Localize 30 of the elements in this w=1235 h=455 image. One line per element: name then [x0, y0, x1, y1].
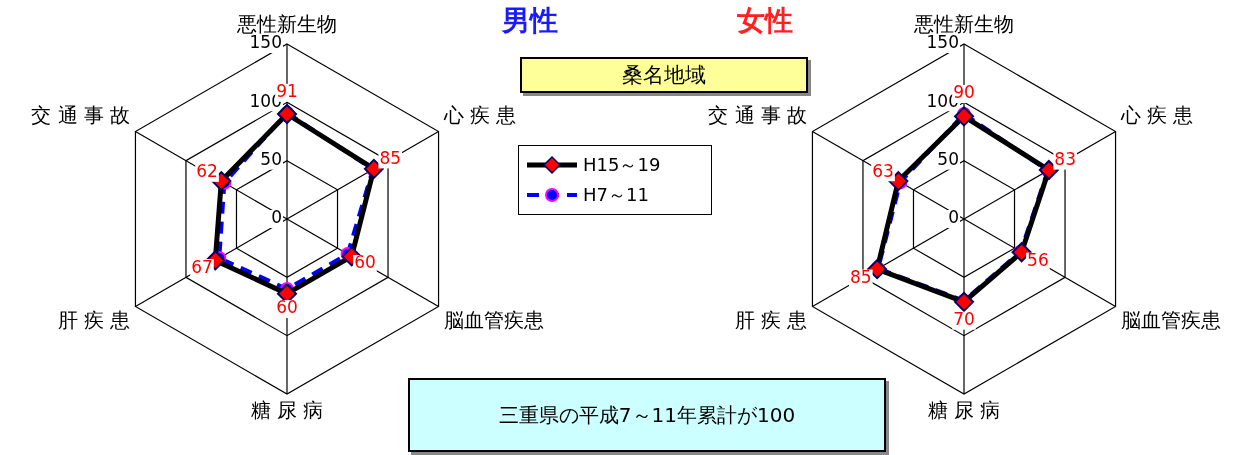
text: 桑名地域 — [520, 57, 808, 93]
data-label: 85 — [849, 267, 872, 288]
y-tick-label: 0 — [948, 207, 959, 228]
spoke-label: 糖 尿 病 — [250, 398, 324, 423]
legend-label: H7～11 — [583, 183, 649, 207]
spoke-label: 糖 尿 病 — [927, 398, 1001, 423]
spoke-label: 脳血管疾患 — [443, 307, 544, 332]
data-label: 63 — [872, 160, 894, 181]
text: 三重県の平成7～11年累計が100 — [408, 378, 886, 452]
spoke-label: 心 疾 患 — [442, 102, 517, 127]
data-label: 85 — [379, 147, 402, 168]
spoke-label: 肝 疾 患 — [734, 307, 808, 332]
data-label: 60 — [276, 297, 298, 318]
data-label: 67 — [191, 256, 213, 277]
data-label: 60 — [354, 252, 376, 273]
spoke-label: 肝 疾 患 — [57, 307, 131, 332]
spoke-label: 心 疾 患 — [1119, 102, 1194, 127]
data-label: 62 — [196, 161, 218, 182]
legend-label: H15～19 — [583, 153, 661, 177]
data-label: 56 — [1027, 250, 1049, 271]
data-label: 70 — [953, 309, 975, 330]
y-tick-label: 50 — [937, 149, 959, 170]
chart-title: 男性 — [500, 3, 559, 39]
spoke-label: 交 通 事 故 — [708, 102, 808, 127]
chart-title: 女性 — [736, 3, 794, 39]
y-tick-label: 50 — [260, 149, 282, 170]
spoke-label: 脳血管疾患 — [1120, 307, 1221, 332]
data-label: 83 — [1054, 149, 1076, 170]
y-tick-label: 0 — [271, 207, 282, 228]
spoke-label: 交 通 事 故 — [31, 102, 131, 127]
